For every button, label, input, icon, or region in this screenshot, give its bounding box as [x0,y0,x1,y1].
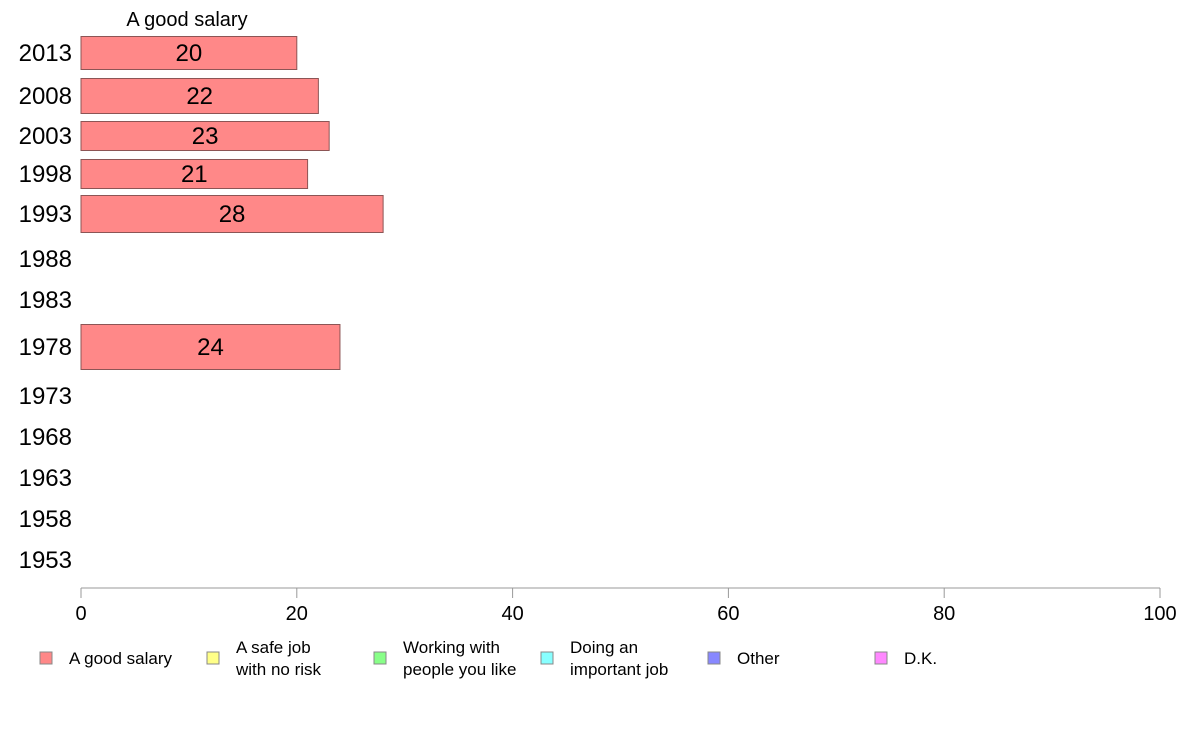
legend-swatch [874,651,888,665]
legend-label: with no risk [235,660,322,679]
y-tick-label: 1993 [19,201,72,228]
chart-title: A good salary [126,9,247,31]
y-tick-label: 1968 [19,424,72,451]
bar [80,324,341,370]
x-tick-label: 40 [501,603,523,625]
legend-swatch [540,651,554,665]
bar-value-label: 20 [176,40,203,67]
x-tick-label: 80 [933,603,955,625]
bar-value-label: 22 [186,83,213,110]
x-tick-label: 0 [75,603,86,625]
bar [80,195,384,233]
y-tick-label: 2003 [19,123,72,150]
legend-label: Doing an [570,638,638,657]
legend-label: D.K. [904,649,937,668]
x-tick-label: 60 [717,603,739,625]
bar-value-label: 21 [181,161,208,188]
legend-swatch [206,651,220,665]
legend-label: A safe job [236,638,311,657]
bar-value-label: 23 [192,123,219,150]
y-tick-label: 1953 [19,547,72,574]
bar [80,159,309,189]
legend-swatch [39,651,53,665]
legend-swatch [707,651,721,665]
legend-label: A good salary [69,649,173,668]
y-tick-label: 1998 [19,161,72,188]
y-tick-label: 2013 [19,40,72,67]
y-tick-label: 1978 [19,334,72,361]
legend-swatch [373,651,387,665]
x-tick-label: 100 [1143,603,1176,625]
bar [80,121,330,151]
y-tick-label: 1963 [19,465,72,492]
y-tick-label: 1958 [19,506,72,533]
y-tick-label: 2008 [19,83,72,110]
y-tick-label: 1983 [19,287,72,314]
legend-label: people you like [403,660,516,679]
legend-label: Other [737,649,780,668]
legend-label: important job [570,660,668,679]
bar [80,36,298,70]
bar-value-label: 28 [219,201,246,228]
x-tick-label: 20 [286,603,308,625]
y-tick-label: 1973 [19,383,72,410]
bar-value-label: 24 [197,334,224,361]
bar [80,78,319,114]
y-tick-label: 1988 [19,246,72,273]
legend-label: Working with [403,638,500,657]
